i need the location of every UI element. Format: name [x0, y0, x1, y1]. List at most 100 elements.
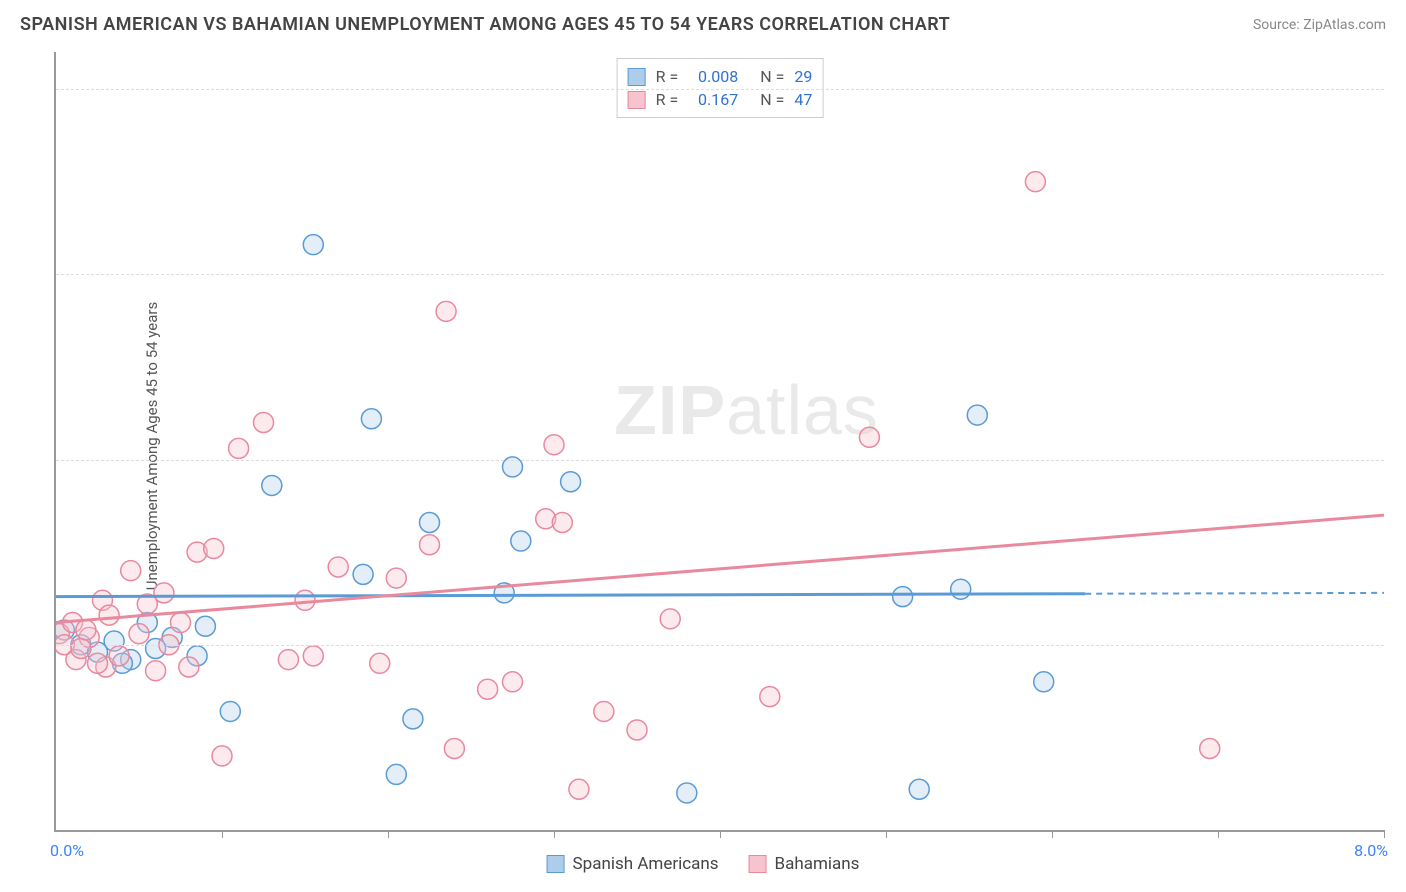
legend-swatch: [628, 68, 646, 86]
scatter-point: [303, 235, 323, 255]
scatter-svg: [56, 52, 1384, 830]
scatter-point: [295, 590, 315, 610]
scatter-point: [561, 472, 581, 492]
scatter-point: [229, 438, 249, 458]
header: SPANISH AMERICAN VS BAHAMIAN UNEMPLOYMEN…: [0, 0, 1406, 45]
legend-swatch: [749, 855, 767, 873]
series-legend-item: Bahamians: [749, 854, 860, 874]
scatter-point: [353, 564, 373, 584]
gridline: [56, 645, 1384, 646]
scatter-point: [386, 568, 406, 588]
x-tick: [720, 830, 721, 838]
scatter-point: [909, 779, 929, 799]
regression-line-dashed: [1085, 593, 1384, 594]
scatter-point: [303, 646, 323, 666]
r-label: R =: [656, 67, 679, 86]
scatter-point: [109, 646, 129, 666]
scatter-point: [1034, 672, 1054, 692]
correlation-legend: R = 0.008 N = 29 R = 0.167 N = 47: [617, 58, 824, 118]
n-value: 29: [794, 67, 812, 86]
scatter-point: [386, 764, 406, 784]
correlation-legend-row: R = 0.008 N = 29: [628, 65, 813, 88]
scatter-point: [859, 427, 879, 447]
r-label: R =: [656, 90, 679, 109]
scatter-point: [677, 783, 697, 803]
scatter-point: [967, 405, 987, 425]
x-axis-origin: 0.0%: [50, 841, 84, 860]
scatter-point: [478, 679, 498, 699]
scatter-point: [1200, 738, 1220, 758]
scatter-point: [71, 638, 91, 658]
scatter-point: [627, 720, 647, 740]
x-tick: [1052, 830, 1053, 838]
x-tick: [1384, 830, 1385, 838]
scatter-point: [420, 513, 440, 533]
r-value: 0.167: [688, 90, 738, 109]
scatter-point: [444, 738, 464, 758]
scatter-point: [121, 561, 141, 581]
scatter-point: [328, 557, 348, 577]
y-tick-label: 5.0%: [1394, 635, 1406, 654]
series-legend-item: Spanish Americans: [547, 854, 719, 874]
scatter-point: [195, 616, 215, 636]
scatter-point: [99, 605, 119, 625]
source-label: Source: ZipAtlas.com: [1253, 17, 1386, 33]
scatter-point: [254, 412, 274, 432]
chart-area: ZIPatlas R = 0.008 N = 29 R = 0.167 N = …: [54, 52, 1384, 832]
scatter-point: [171, 613, 191, 633]
scatter-point: [278, 650, 298, 670]
scatter-point: [544, 435, 564, 455]
series-legend: Spanish Americans Bahamians: [547, 854, 860, 874]
x-tick: [388, 830, 389, 838]
x-tick: [886, 830, 887, 838]
scatter-point: [76, 620, 96, 640]
scatter-point: [212, 746, 232, 766]
scatter-point: [503, 672, 523, 692]
r-value: 0.008: [688, 67, 738, 86]
regression-line: [56, 594, 1085, 597]
scatter-point: [893, 587, 913, 607]
legend-swatch: [547, 855, 565, 873]
series-legend-label: Bahamians: [775, 854, 860, 874]
correlation-legend-row: R = 0.167 N = 47: [628, 88, 813, 111]
y-tick-label: 20.0%: [1394, 80, 1406, 99]
scatter-point: [569, 779, 589, 799]
x-tick: [222, 830, 223, 838]
x-tick: [554, 830, 555, 838]
scatter-point: [129, 624, 149, 644]
scatter-point: [361, 409, 381, 429]
y-tick-label: 15.0%: [1394, 265, 1406, 284]
gridline: [56, 274, 1384, 275]
y-tick-label: 10.0%: [1394, 450, 1406, 469]
scatter-point: [420, 535, 440, 555]
scatter-point: [511, 531, 531, 551]
scatter-point: [552, 513, 572, 533]
scatter-point: [220, 701, 240, 721]
scatter-point: [760, 687, 780, 707]
n-value: 47: [794, 90, 812, 109]
chart-title: SPANISH AMERICAN VS BAHAMIAN UNEMPLOYMEN…: [20, 14, 950, 35]
scatter-point: [262, 475, 282, 495]
n-label: N =: [760, 67, 784, 86]
scatter-point: [403, 709, 423, 729]
scatter-point: [594, 701, 614, 721]
scatter-point: [660, 609, 680, 629]
gridline: [56, 89, 1384, 90]
scatter-point: [154, 583, 174, 603]
legend-swatch: [628, 91, 646, 109]
x-tick: [1218, 830, 1219, 838]
scatter-point: [436, 301, 456, 321]
n-label: N =: [760, 90, 784, 109]
scatter-point: [179, 657, 199, 677]
x-axis-end: 8.0%: [1354, 841, 1388, 860]
scatter-point: [88, 653, 108, 673]
scatter-point: [951, 579, 971, 599]
scatter-point: [1025, 172, 1045, 192]
gridline: [56, 460, 1384, 461]
plot-area: ZIPatlas R = 0.008 N = 29 R = 0.167 N = …: [54, 52, 1384, 832]
series-legend-label: Spanish Americans: [573, 854, 719, 874]
regression-line: [56, 515, 1384, 622]
scatter-point: [204, 538, 224, 558]
scatter-point: [146, 661, 166, 681]
scatter-point: [370, 653, 390, 673]
